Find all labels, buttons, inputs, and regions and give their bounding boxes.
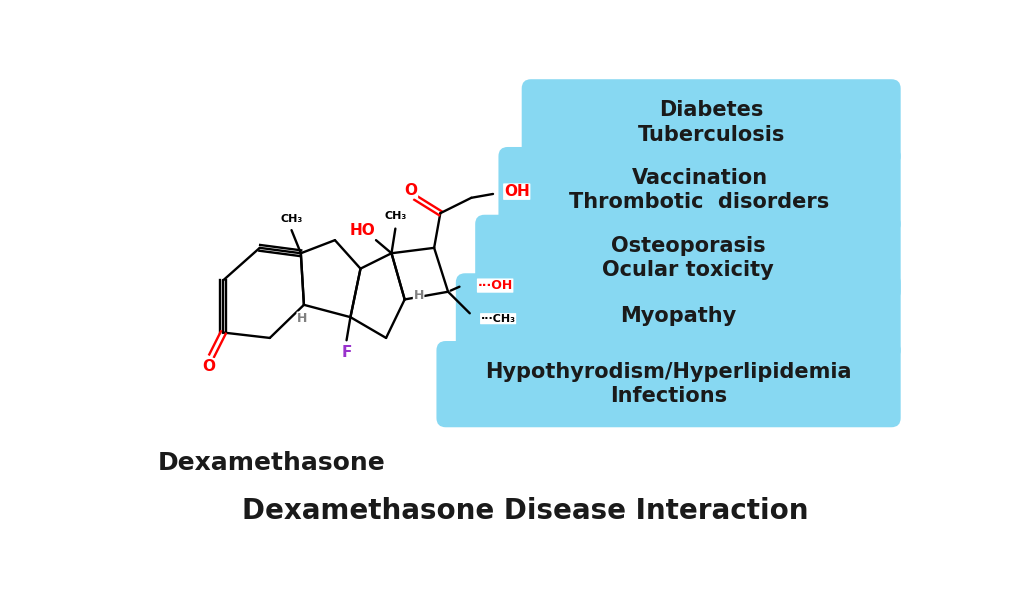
Text: Diabetes: Diabetes (659, 100, 763, 120)
Text: F: F (341, 345, 351, 360)
Text: Osteoporasis: Osteoporasis (610, 235, 765, 256)
Text: H: H (297, 312, 307, 325)
Text: OH: OH (504, 184, 529, 199)
FancyBboxPatch shape (436, 341, 901, 427)
Text: Thrombotic  disorders: Thrombotic disorders (569, 193, 829, 212)
Text: ···OH: ···OH (477, 279, 513, 292)
FancyBboxPatch shape (475, 215, 901, 301)
Text: Vaccination: Vaccination (632, 168, 768, 188)
Text: Infections: Infections (610, 386, 727, 406)
Text: Dexamethasone: Dexamethasone (158, 451, 385, 474)
FancyBboxPatch shape (499, 147, 901, 233)
Text: O: O (404, 182, 418, 198)
Text: CH₃: CH₃ (384, 211, 407, 221)
Text: HO: HO (349, 223, 375, 238)
Text: Hypothyrodism/Hyperlipidemia: Hypothyrodism/Hyperlipidemia (485, 362, 852, 382)
Text: Myopathy: Myopathy (621, 306, 736, 327)
FancyBboxPatch shape (521, 79, 901, 166)
Text: CH₃: CH₃ (281, 213, 303, 224)
Text: H: H (414, 289, 424, 302)
Text: Tuberculosis: Tuberculosis (638, 125, 784, 145)
FancyBboxPatch shape (456, 273, 901, 359)
Text: ···CH₃: ···CH₃ (480, 313, 516, 324)
Text: Ocular toxicity: Ocular toxicity (602, 260, 774, 280)
Text: Dexamethasone Disease Interaction: Dexamethasone Disease Interaction (242, 497, 808, 525)
Text: O: O (202, 359, 215, 374)
